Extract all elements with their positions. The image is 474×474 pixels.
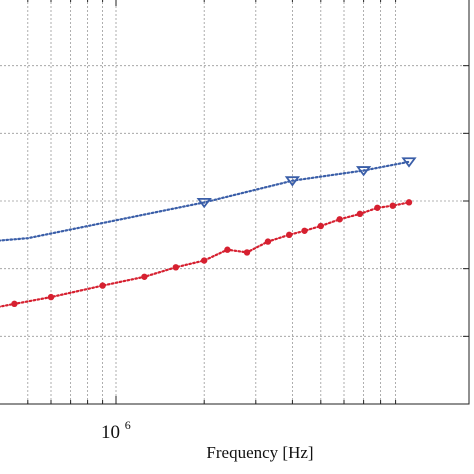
series-0-point [401, 157, 417, 168]
series-1-point [47, 293, 55, 301]
series-1-point [243, 249, 251, 256]
series-1-point [172, 264, 180, 271]
x-tick-label-1e6: 10 6 [101, 418, 131, 443]
x-tick-label-base: 10 [101, 422, 120, 443]
series-1-point [317, 222, 324, 230]
axis-ticks [27, 0, 469, 404]
series-1-point [301, 227, 308, 234]
series-1-point [405, 199, 413, 206]
series-1-point [336, 216, 343, 223]
series-0-point [355, 166, 372, 177]
series-1-point [224, 246, 231, 253]
series-1-point [374, 204, 381, 211]
series-1-point [389, 202, 396, 209]
x-tick-label-exponent: 6 [125, 418, 131, 432]
series-1-point [264, 238, 272, 245]
series-0-point [284, 176, 301, 187]
series-0-line [0, 160, 411, 242]
series-1-point [356, 210, 364, 218]
series-1-point [141, 273, 148, 280]
series-1-point [285, 231, 293, 239]
series-1-point [99, 282, 106, 289]
series-1-point [201, 257, 208, 264]
x-axis-title: Frequency [Hz] [206, 443, 313, 462]
series-1-point [11, 300, 18, 308]
series-0-point [196, 197, 212, 209]
series-layer [0, 157, 417, 308]
grid-lines [0, 0, 469, 404]
